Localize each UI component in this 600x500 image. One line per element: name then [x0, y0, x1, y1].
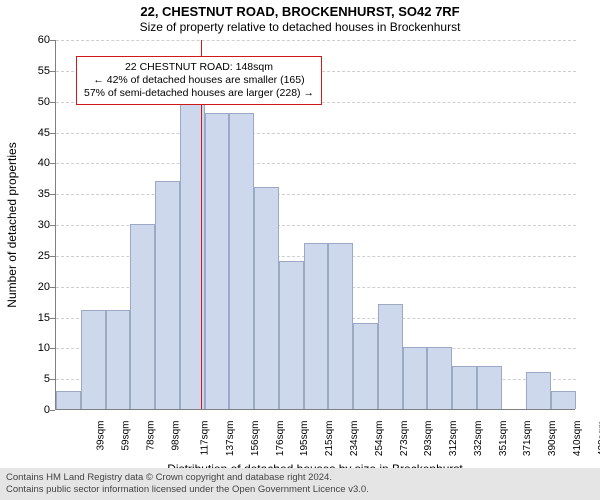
histogram-bar	[403, 347, 428, 409]
histogram-bar	[229, 113, 254, 409]
footer-line1: Contains HM Land Registry data © Crown c…	[6, 472, 594, 484]
x-tick-label: 98sqm	[170, 421, 181, 451]
annotation-line3: 57% of semi-detached houses are larger (…	[84, 87, 314, 100]
x-tick-label: 176sqm	[275, 421, 286, 457]
chart-title-line1: 22, CHESTNUT ROAD, BROCKENHURST, SO42 7R…	[0, 4, 600, 19]
x-tick-label: 332sqm	[473, 421, 484, 457]
footer-attribution: Contains HM Land Registry data © Crown c…	[0, 468, 600, 500]
x-tick-label: 410sqm	[572, 421, 583, 457]
y-tick-label: 30	[25, 219, 50, 231]
x-tick-label: 273sqm	[399, 421, 410, 457]
y-tick-label: 10	[25, 342, 50, 354]
histogram-bar	[205, 113, 230, 409]
y-tick-label: 0	[25, 404, 50, 416]
histogram-bar	[526, 372, 551, 409]
y-tick-label: 50	[25, 96, 50, 108]
y-tick-label: 55	[25, 65, 50, 77]
histogram-bar	[477, 366, 502, 409]
x-tick-label: 234sqm	[349, 421, 360, 457]
y-tick-label: 20	[25, 281, 50, 293]
annotation-line1: 22 CHESTNUT ROAD: 148sqm	[84, 61, 314, 74]
histogram-bar	[279, 261, 304, 409]
y-tick-label: 15	[25, 312, 50, 324]
x-tick-label: 371sqm	[522, 421, 533, 457]
histogram-bar	[328, 243, 353, 410]
histogram-bar	[254, 187, 279, 409]
x-tick-label: 59sqm	[121, 421, 132, 451]
annotation-box: 22 CHESTNUT ROAD: 148sqm ← 42% of detach…	[76, 56, 322, 105]
x-tick-label: 195sqm	[300, 421, 311, 457]
histogram-bar	[378, 304, 403, 409]
x-tick-label: 78sqm	[145, 421, 156, 451]
y-tick-label: 60	[25, 34, 50, 46]
chart-area: Number of detached properties 22 CHESTNU…	[55, 40, 575, 410]
x-tick-label: 390sqm	[547, 421, 558, 457]
histogram-bar	[304, 243, 329, 410]
y-tick-label: 40	[25, 157, 50, 169]
histogram-bar	[130, 224, 155, 409]
y-tick-label: 5	[25, 373, 50, 385]
y-tick-label: 25	[25, 250, 50, 262]
histogram-bar	[106, 310, 131, 409]
plot-area: 22 CHESTNUT ROAD: 148sqm ← 42% of detach…	[55, 40, 575, 410]
x-tick-label: 351sqm	[498, 421, 509, 457]
histogram-bar	[353, 323, 378, 409]
histogram-bar	[155, 181, 180, 409]
chart-title-block: 22, CHESTNUT ROAD, BROCKENHURST, SO42 7R…	[0, 0, 600, 34]
y-tick-label: 35	[25, 188, 50, 200]
x-tick-label: 137sqm	[225, 421, 236, 457]
x-tick-label: 39sqm	[96, 421, 107, 451]
histogram-bar	[81, 310, 106, 409]
x-tick-label: 293sqm	[423, 421, 434, 457]
x-tick-label: 312sqm	[448, 421, 459, 457]
chart-title-line2: Size of property relative to detached ho…	[0, 20, 600, 34]
x-tick-label: 117sqm	[200, 421, 211, 456]
histogram-bar	[427, 347, 452, 409]
footer-line2: Contains public sector information licen…	[6, 484, 594, 496]
y-tick-label: 45	[25, 127, 50, 139]
x-tick-label: 156sqm	[250, 421, 261, 457]
x-tick-label: 254sqm	[374, 421, 385, 457]
histogram-bar	[452, 366, 477, 409]
annotation-line2: ← 42% of detached houses are smaller (16…	[84, 74, 314, 87]
y-axis-label: Number of detached properties	[5, 142, 19, 307]
histogram-bar	[56, 391, 81, 410]
x-tick-label: 215sqm	[324, 421, 335, 457]
histogram-bar	[551, 391, 576, 410]
